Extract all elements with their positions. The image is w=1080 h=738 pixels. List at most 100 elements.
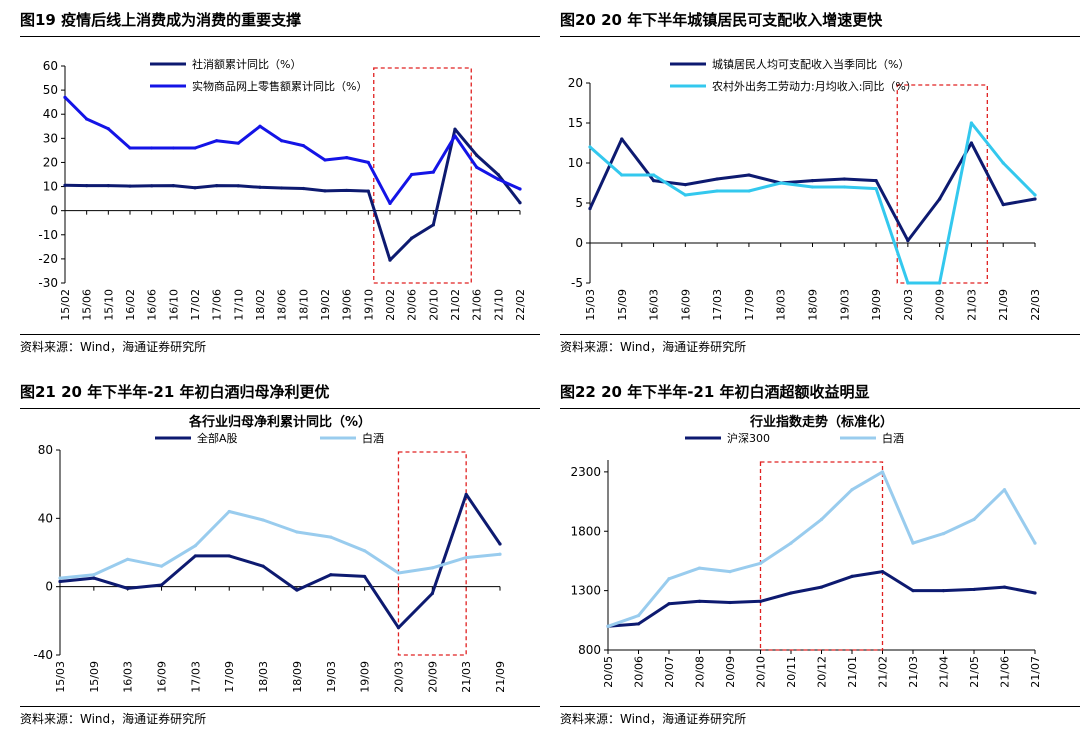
data-point bbox=[606, 624, 610, 628]
y-tick-label: 20 bbox=[43, 155, 58, 169]
x-tick-label: 21/06 bbox=[999, 656, 1012, 688]
y-tick-label: 0 bbox=[575, 236, 583, 250]
highlight-box bbox=[896, 84, 988, 284]
data-point bbox=[475, 153, 479, 157]
data-point bbox=[938, 197, 942, 201]
y-tick-label: 40 bbox=[38, 511, 53, 525]
data-point bbox=[779, 181, 783, 185]
legend-label: 白酒 bbox=[882, 431, 904, 445]
x-tick-label: 21/02 bbox=[449, 289, 462, 321]
data-point bbox=[106, 183, 110, 188]
x-tick-label: 20/10 bbox=[755, 656, 768, 688]
legend-label: 城镇居民人均可支配收入当季同比（%） bbox=[712, 57, 909, 71]
data-point bbox=[280, 186, 284, 190]
data-point bbox=[697, 599, 702, 603]
y-tick-label: 800 bbox=[578, 643, 601, 657]
chart-title: 行业指数走势（标准化） bbox=[749, 414, 893, 430]
data-point bbox=[683, 193, 687, 197]
x-tick-label: 21/10 bbox=[492, 289, 505, 321]
data-point bbox=[1002, 585, 1007, 589]
title-rule bbox=[560, 408, 1080, 409]
data-point bbox=[715, 177, 719, 181]
data-point bbox=[651, 179, 656, 183]
data-point bbox=[150, 146, 154, 150]
data-point bbox=[789, 591, 793, 595]
data-point bbox=[388, 258, 392, 262]
data-point bbox=[159, 583, 164, 587]
data-point bbox=[388, 201, 392, 206]
panel-title: 图22 20 年下半年-21 年初白酒超额收益明显 bbox=[560, 383, 870, 401]
y-tick-label: 80 bbox=[38, 443, 53, 457]
highlight-box bbox=[373, 67, 472, 284]
data-point bbox=[126, 557, 130, 561]
y-tick-label: -30 bbox=[38, 276, 58, 290]
data-point bbox=[969, 121, 974, 125]
data-point bbox=[280, 139, 284, 143]
data-point bbox=[972, 587, 976, 592]
data-point bbox=[345, 188, 349, 193]
data-point bbox=[747, 173, 751, 177]
y-tick-label: 10 bbox=[43, 180, 58, 194]
data-point bbox=[496, 173, 500, 177]
panel-title: 图19 疫情后线上消费成为消费的重要支撑 bbox=[20, 11, 302, 29]
source-note: 资料来源：Wind，海通证券研究所 bbox=[560, 340, 747, 354]
data-point bbox=[810, 179, 815, 183]
data-point bbox=[969, 141, 974, 145]
x-tick-label: 17/10 bbox=[232, 289, 245, 321]
data-point bbox=[366, 160, 370, 165]
data-point bbox=[464, 556, 468, 560]
data-point bbox=[261, 518, 265, 522]
data-point bbox=[498, 542, 502, 546]
series-line bbox=[606, 570, 1037, 628]
x-tick-label: 18/10 bbox=[297, 289, 310, 321]
y-tick-label: 0 bbox=[50, 204, 58, 218]
data-point bbox=[345, 156, 349, 160]
data-point bbox=[323, 189, 327, 193]
data-point bbox=[329, 573, 333, 577]
x-tick-label: 20/09 bbox=[934, 289, 947, 321]
data-point bbox=[171, 183, 175, 188]
data-point bbox=[301, 143, 305, 148]
legend-label: 沪深300 bbox=[727, 431, 770, 445]
chart-panel-net-profit: 图21 20 年下半年-21 年初白酒归母净利更优 各行业归母净利累计同比（%）… bbox=[20, 380, 540, 735]
source-note: 资料来源：Wind，海通证券研究所 bbox=[560, 712, 747, 726]
y-tick-label: -5 bbox=[571, 276, 583, 290]
data-point bbox=[126, 586, 130, 590]
data-point bbox=[58, 576, 62, 580]
x-tick-label: 16/10 bbox=[167, 289, 180, 321]
data-point bbox=[431, 223, 435, 227]
data-point bbox=[329, 535, 333, 539]
x-tick-label: 15/09 bbox=[88, 661, 101, 693]
chart-panel-income-growth: 图20 20 年下半年城镇居民可支配收入增速更快 -5 0 5 10 15 20 15/03… bbox=[560, 8, 1080, 363]
legend-label: 社消额累计同比（%） bbox=[192, 57, 301, 71]
data-point bbox=[1001, 203, 1005, 207]
data-point bbox=[1033, 591, 1037, 595]
data-point bbox=[819, 585, 824, 589]
data-point bbox=[819, 517, 824, 521]
line-chart: -5 0 5 10 15 20 15/03 15/09 16/03 16/09 17/03 17/09… bbox=[568, 57, 1042, 321]
data-point bbox=[366, 189, 370, 193]
x-tick-label: 18/03 bbox=[257, 661, 270, 693]
data-point bbox=[215, 139, 219, 143]
y-tick-label: 1300 bbox=[570, 584, 601, 598]
series-line bbox=[58, 510, 502, 580]
data-point bbox=[150, 184, 154, 188]
data-point bbox=[236, 184, 240, 188]
data-point bbox=[410, 236, 414, 240]
data-point bbox=[636, 613, 641, 618]
data-point bbox=[938, 281, 942, 285]
source-rule bbox=[20, 334, 540, 335]
data-point bbox=[1033, 197, 1037, 201]
x-tick-label: 16/02 bbox=[124, 289, 137, 321]
data-point bbox=[258, 185, 262, 189]
source-rule bbox=[560, 334, 1080, 335]
data-point bbox=[850, 488, 854, 492]
data-point bbox=[518, 201, 522, 205]
legend-label: 白酒 bbox=[362, 431, 384, 445]
x-tick-label: 20/09 bbox=[724, 656, 737, 688]
data-point bbox=[85, 183, 89, 188]
data-point bbox=[880, 570, 885, 574]
x-tick-label: 16/09 bbox=[156, 661, 169, 693]
chart-title: 各行业归母净利累计同比（%） bbox=[188, 414, 371, 430]
x-tick-label: 21/02 bbox=[877, 656, 890, 688]
